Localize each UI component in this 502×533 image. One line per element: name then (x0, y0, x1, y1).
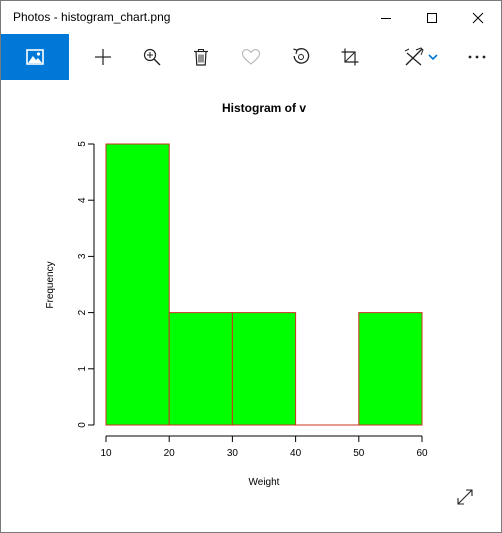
chart-title: Histogram of v (222, 101, 306, 115)
close-icon (472, 12, 484, 23)
x-axis-label: Weight (249, 477, 280, 488)
rotate-icon (293, 48, 310, 64)
crop-button[interactable] (330, 34, 370, 80)
histogram-bar (105, 143, 170, 426)
y-tick-label: 0 (77, 422, 88, 428)
y-tick-label: 2 (77, 309, 88, 315)
minimize-icon (381, 17, 391, 19)
plus-icon (95, 49, 111, 65)
crop-icon (341, 48, 359, 66)
add-button[interactable] (83, 34, 123, 80)
histogram-chart: Histogram of v Weight Frequency 10 20 30 40… (45, 101, 428, 488)
x-tick-label: 10 (100, 448, 112, 459)
delete-button[interactable] (181, 34, 221, 80)
x-tick-label: 20 (164, 448, 176, 459)
edit-create-dropdown[interactable] (421, 34, 445, 80)
zoom-in-button[interactable] (132, 34, 172, 80)
minimize-button[interactable] (363, 1, 409, 34)
more-icon (468, 55, 486, 59)
close-button[interactable] (455, 1, 501, 34)
y-tick-label: 5 (77, 141, 88, 147)
expand-button[interactable] (452, 484, 478, 510)
see-more-button[interactable] (457, 34, 497, 80)
toolbar (1, 34, 501, 80)
y-tick-label: 1 (77, 366, 88, 372)
edit-create-icon (404, 47, 424, 66)
title-bar: Photos - histogram_chart.png (1, 1, 501, 34)
x-tick-label: 60 (416, 448, 428, 459)
bars (105, 143, 423, 426)
histogram-bar (168, 312, 233, 426)
maximize-icon (427, 12, 437, 23)
collection-button[interactable] (1, 34, 69, 80)
x-tick-label: 50 (353, 448, 365, 459)
rotate-button[interactable] (281, 34, 321, 80)
y-tick-label: 4 (77, 197, 88, 203)
maximize-button[interactable] (409, 1, 455, 34)
histogram-bar (231, 312, 297, 426)
zoom-in-icon (143, 48, 161, 66)
histogram-bar (358, 312, 423, 426)
photo-icon (26, 49, 44, 65)
edit-create-button[interactable] (395, 34, 435, 80)
image-viewer: Histogram of v Weight Frequency 10 20 30 40… (1, 80, 501, 532)
y-axis-label: Frequency (45, 261, 56, 308)
favorite-button[interactable] (231, 34, 271, 80)
trash-icon (194, 48, 208, 66)
x-axis: 10 20 30 40 50 60 (100, 435, 428, 459)
chevron-down-icon (428, 54, 438, 61)
y-tick-label: 3 (77, 253, 88, 259)
expand-icon (457, 489, 473, 505)
heart-icon (241, 49, 261, 65)
y-axis: 0 1 2 3 4 5 (77, 141, 95, 428)
x-tick-label: 30 (227, 448, 239, 459)
x-tick-label: 40 (290, 448, 302, 459)
window-title: Photos - histogram_chart.png (13, 10, 171, 24)
